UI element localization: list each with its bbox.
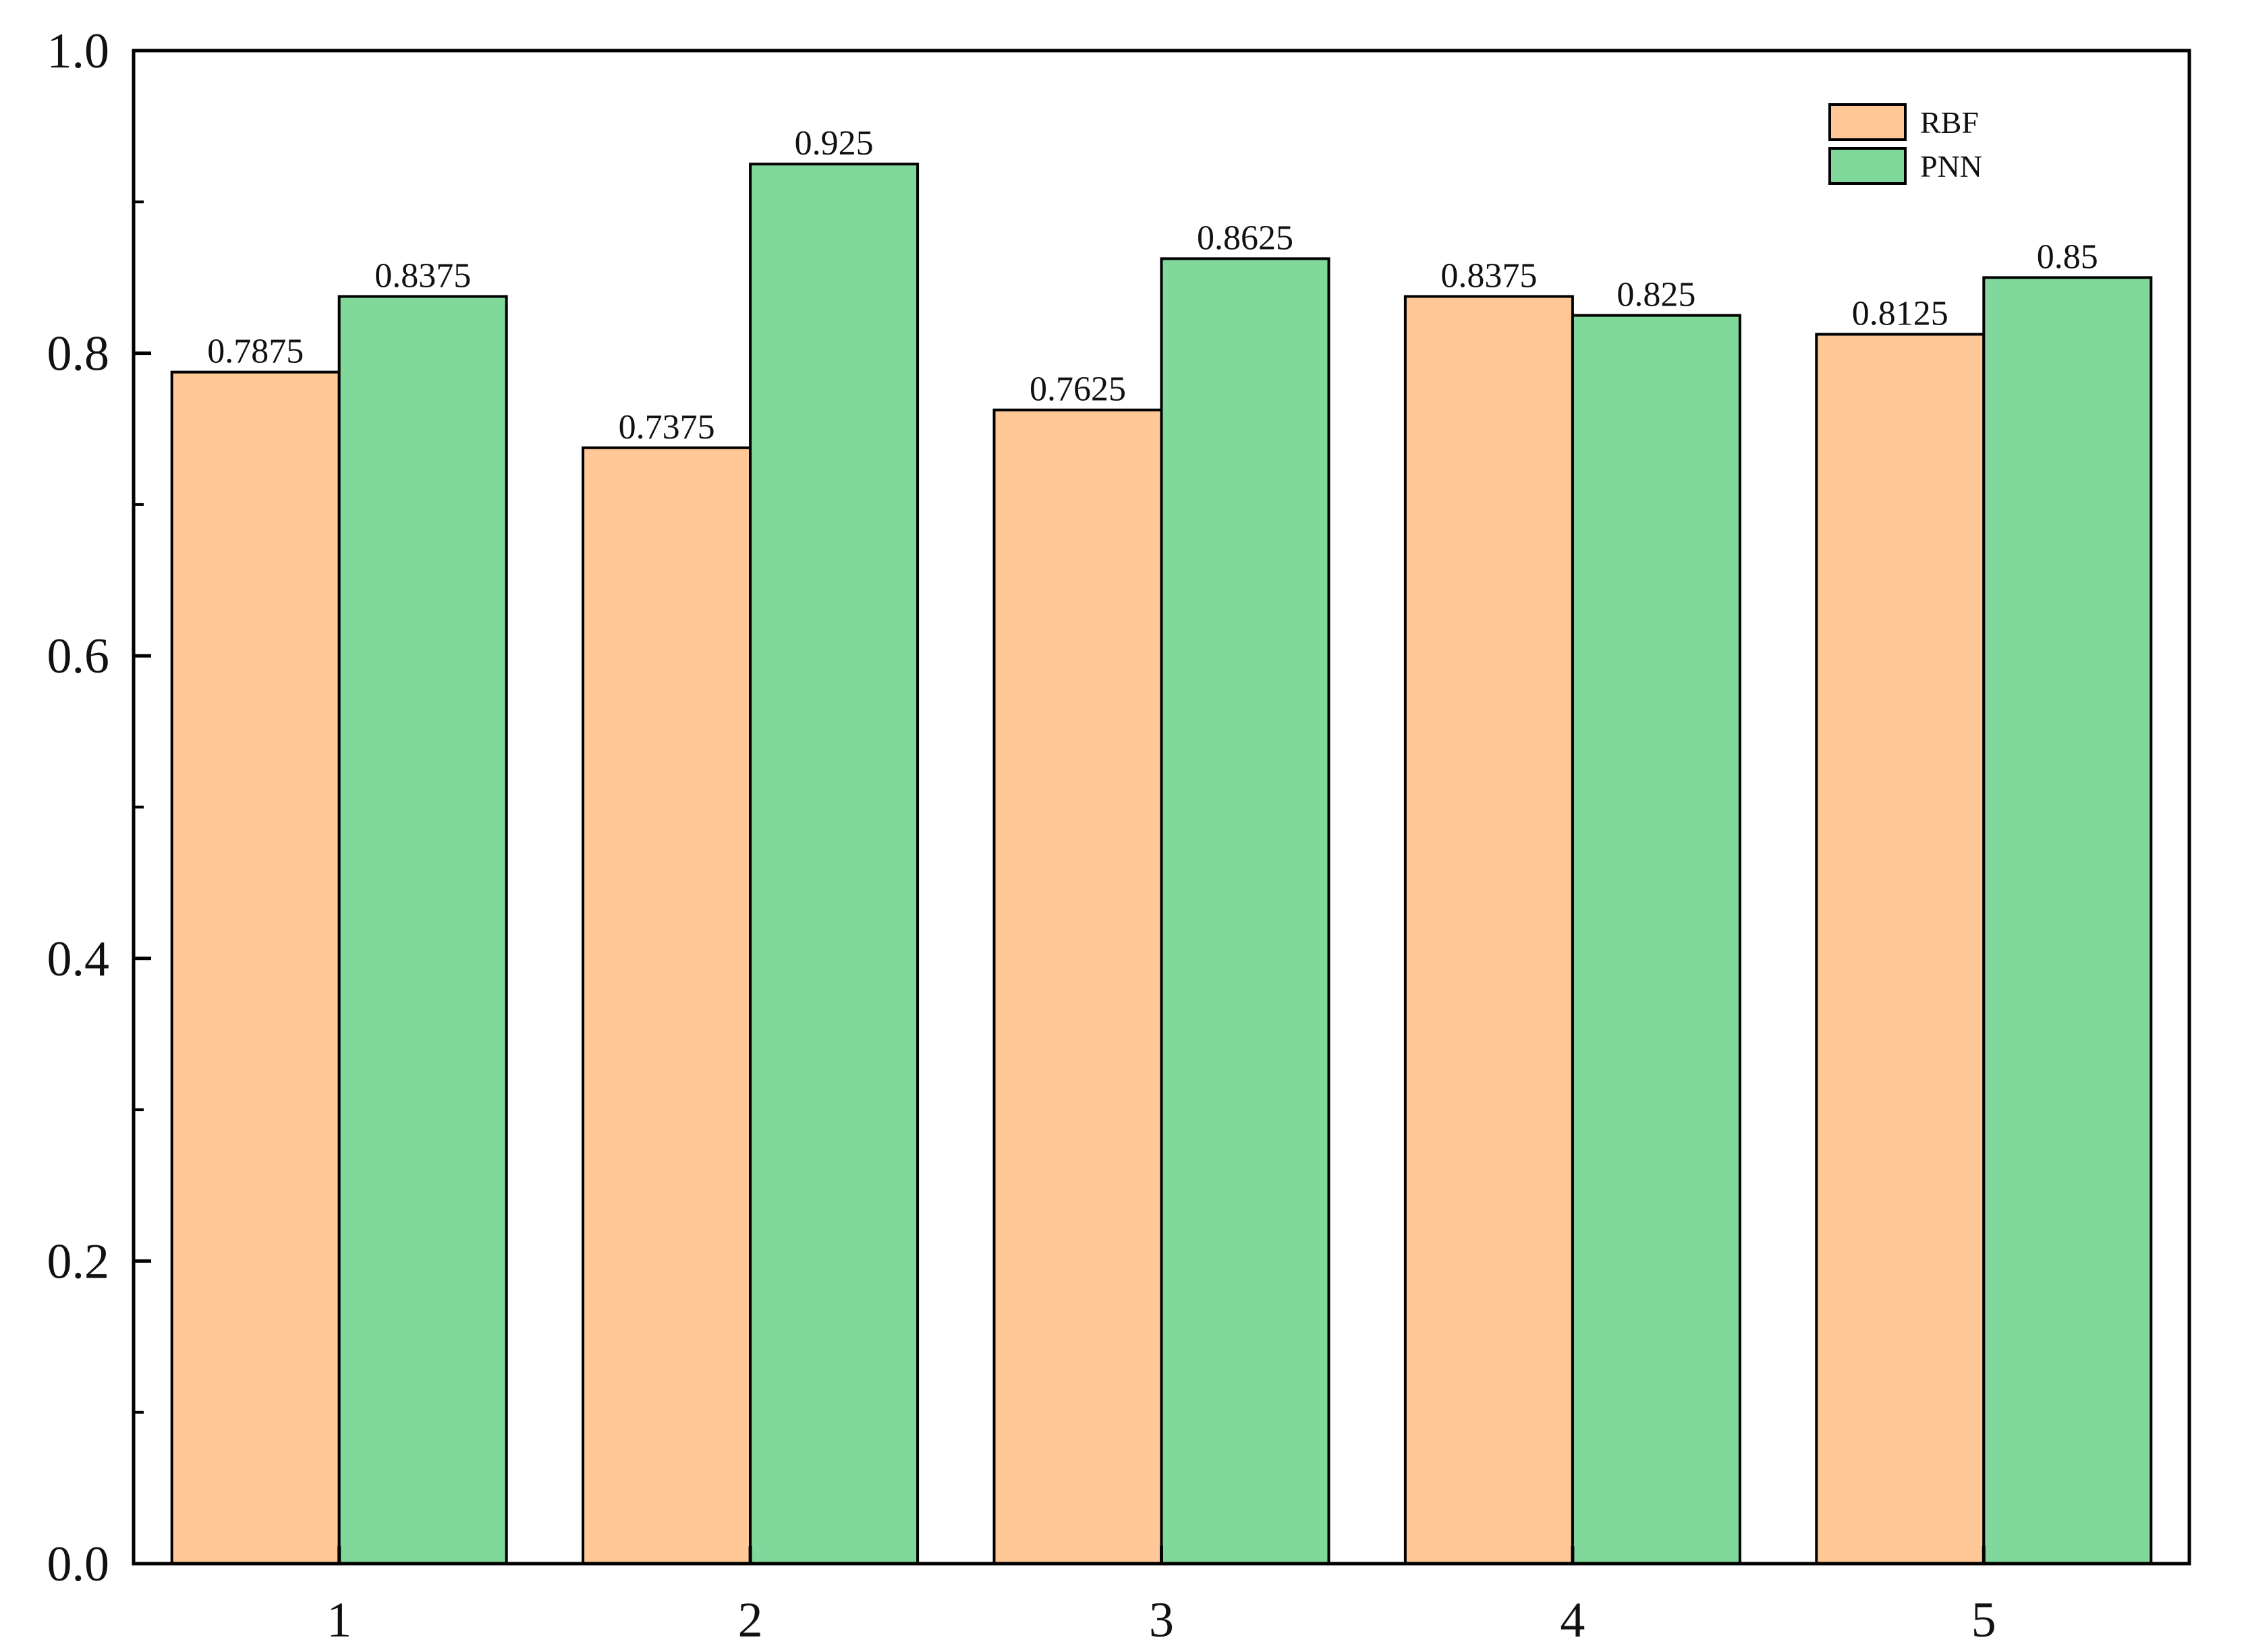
bar-pnn-5 bbox=[1982, 276, 2153, 1566]
x-tick-label: 4 bbox=[1560, 1593, 1585, 1648]
data-label-rbf-2: 0.7375 bbox=[619, 408, 715, 447]
data-label-pnn-3: 0.8625 bbox=[1197, 219, 1293, 257]
x-tick-label: 2 bbox=[738, 1593, 763, 1648]
bar-pnn-2 bbox=[749, 163, 920, 1565]
y-tick-label: 0.8 bbox=[47, 326, 110, 382]
bar-rbf-1 bbox=[170, 370, 341, 1566]
data-label-pnn-4: 0.825 bbox=[1617, 276, 1695, 314]
y-tick-label: 0.6 bbox=[47, 629, 110, 684]
data-label-pnn-2: 0.925 bbox=[795, 124, 874, 163]
x-tick-label: 3 bbox=[1149, 1593, 1174, 1648]
x-axis: 1 2 3 4 5 bbox=[327, 1546, 1996, 1648]
bar-rbf-5 bbox=[1815, 333, 1986, 1565]
bar-pnn-1 bbox=[337, 295, 508, 1565]
y-tick-label: 0.4 bbox=[47, 932, 110, 987]
y-tick-label: 0.0 bbox=[47, 1537, 110, 1592]
legend-swatch-rbf bbox=[1828, 103, 1907, 141]
x-tick-label: 1 bbox=[327, 1593, 352, 1648]
legend-label-pnn: PNN bbox=[1920, 149, 1982, 183]
data-label-rbf-4: 0.8375 bbox=[1440, 256, 1537, 295]
legend-label-rbf: RBF bbox=[1920, 105, 1979, 140]
y-tick-label: 0.2 bbox=[47, 1234, 110, 1289]
data-label-rbf-3: 0.7625 bbox=[1030, 370, 1126, 409]
x-tick-label: 5 bbox=[1971, 1593, 1996, 1648]
y-axis: 0.0 0.2 0.4 0.6 0.8 1.0 bbox=[47, 24, 151, 1592]
bar-rbf-3 bbox=[992, 408, 1163, 1565]
y-tick-label: 1.0 bbox=[47, 24, 110, 79]
bar-rbf-4 bbox=[1403, 295, 1574, 1565]
bar-pnn-4 bbox=[1571, 314, 1741, 1565]
bar-pnn-3 bbox=[1160, 257, 1330, 1566]
bars-layer bbox=[170, 163, 2153, 1566]
data-label-pnn-1: 0.8375 bbox=[374, 256, 471, 295]
data-labels-layer: 0.7875 0.8375 0.7375 0.925 0.7625 0.8625 0.837… bbox=[207, 124, 2098, 447]
legend-swatch-pnn bbox=[1828, 147, 1907, 185]
data-label-rbf-5: 0.8125 bbox=[1852, 295, 1948, 333]
data-label-rbf-1: 0.7875 bbox=[207, 333, 304, 371]
legend: RBF PNN bbox=[1828, 103, 1982, 185]
data-label-pnn-5: 0.85 bbox=[2037, 237, 2098, 276]
bar-rbf-2 bbox=[582, 446, 752, 1565]
